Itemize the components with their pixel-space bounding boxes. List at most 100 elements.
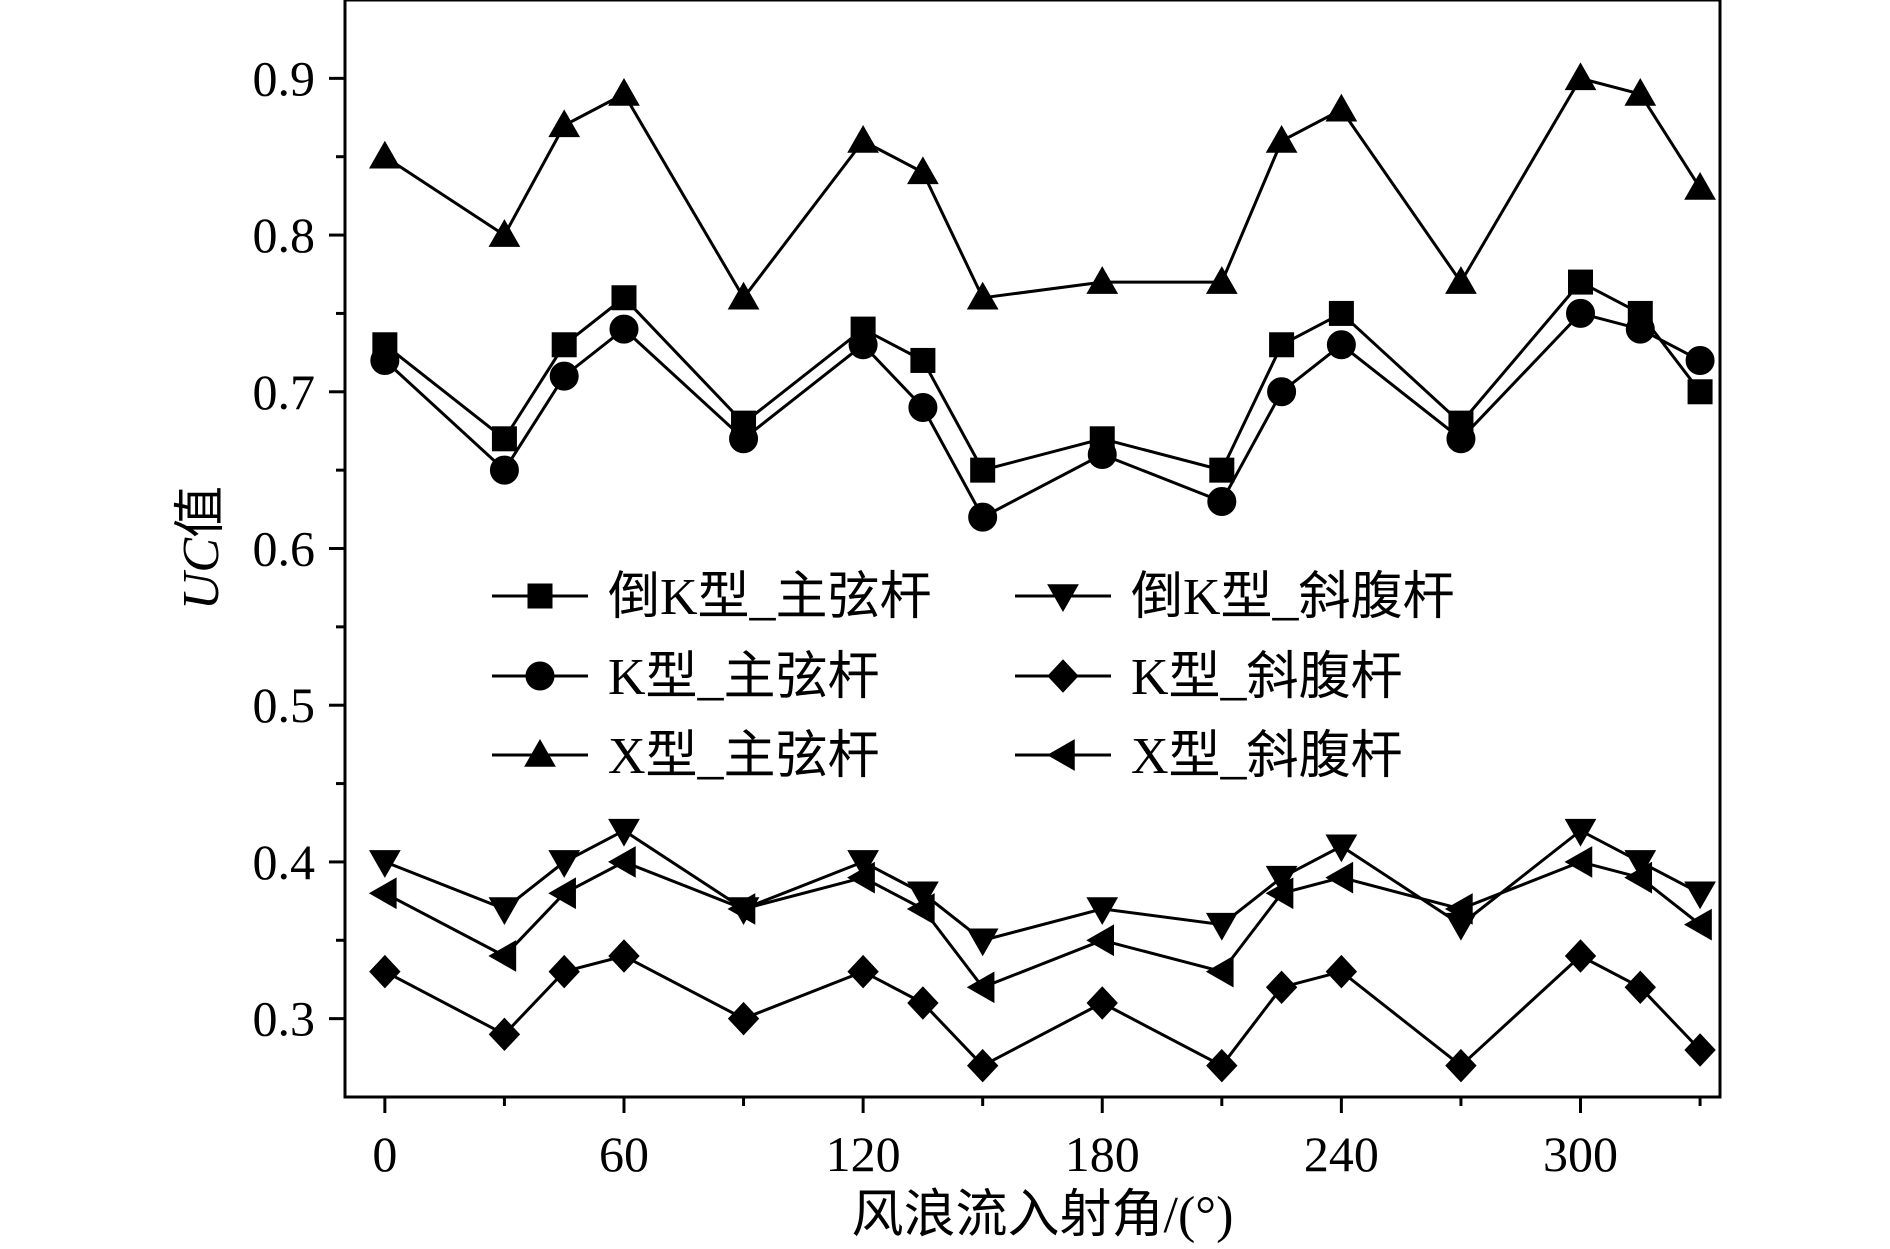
y-tick-label: 0.5 (253, 677, 316, 733)
data-point (369, 954, 401, 989)
data-point (968, 502, 998, 532)
data-point (1326, 330, 1356, 360)
data-point (727, 281, 760, 310)
legend-marker (524, 738, 556, 767)
data-point (488, 1017, 521, 1052)
legend-item: K型_主弦杆 (492, 649, 880, 706)
data-point (491, 426, 517, 452)
data-point (1205, 955, 1234, 988)
y-tick-label: 0.4 (253, 834, 316, 890)
x-tick-label: 0 (372, 1126, 397, 1182)
data-point (1206, 1048, 1238, 1083)
data-point (1568, 269, 1594, 295)
data-point (907, 156, 939, 185)
data-point (847, 850, 879, 878)
series-group (370, 298, 1715, 532)
data-point (848, 330, 878, 360)
legend-marker (1047, 659, 1079, 693)
axis-ticks: 0 60 120 180 240 300 0.3 0.4 0.5 0.6 0.7 0.8 0.9 (253, 50, 1702, 1182)
data-point (1269, 332, 1295, 358)
series-layer (368, 62, 1716, 1083)
data-point (847, 954, 879, 989)
series-line (384, 860, 1702, 990)
series-line (384, 954, 1702, 1068)
data-point (1624, 861, 1653, 894)
data-point (1325, 861, 1354, 894)
data-point (370, 345, 400, 375)
y-tick-label: 0.6 (253, 521, 316, 577)
data-point (1205, 266, 1238, 294)
plot-frame (343, 0, 1722, 1099)
data-point (729, 424, 759, 454)
data-point (1086, 266, 1119, 294)
data-point (548, 109, 581, 138)
legend-label: 倒K型_主弦杆 (608, 569, 932, 626)
data-point (1445, 266, 1477, 294)
data-point (910, 347, 936, 373)
data-point (1564, 62, 1597, 91)
series-line (383, 280, 1702, 472)
data-point (609, 314, 639, 344)
series-line (384, 828, 1701, 942)
legend-item: 倒K型_主弦杆 (492, 569, 932, 626)
series-group (368, 62, 1716, 310)
data-point (548, 850, 581, 878)
data-point (908, 392, 938, 422)
data-point (549, 361, 579, 391)
data-point (608, 818, 640, 847)
data-point (607, 846, 636, 878)
data-point (1624, 970, 1656, 1005)
data-point (368, 140, 401, 169)
data-point (1087, 439, 1117, 469)
data-point (1086, 897, 1119, 925)
data-point (548, 954, 580, 989)
data-point (1444, 893, 1473, 925)
data-point (1625, 314, 1655, 344)
data-point (1325, 93, 1358, 122)
data-point (551, 332, 577, 358)
legend-marker (1046, 739, 1075, 771)
data-point (907, 881, 939, 910)
data-point (727, 893, 756, 925)
data-point (1564, 846, 1593, 878)
x-axis-label: 风浪流入射角/(°) (852, 1187, 1234, 1244)
data-point (548, 877, 576, 910)
data-point (1684, 1033, 1716, 1067)
legend-item: K型_斜腹杆 (1015, 649, 1403, 706)
data-point (1446, 424, 1476, 454)
y-tick-label: 0.3 (253, 991, 316, 1047)
legend-item: 倒K型_斜腹杆 (1015, 569, 1455, 626)
data-point (1265, 865, 1298, 894)
data-point (608, 939, 640, 973)
data-point (906, 893, 935, 925)
series-line (384, 76, 1702, 301)
data-point (1566, 298, 1596, 328)
data-point (1325, 834, 1358, 863)
data-point (1624, 850, 1657, 878)
series-group (368, 846, 1712, 1004)
data-point (1328, 300, 1354, 326)
data-point (970, 457, 996, 483)
data-point (1684, 908, 1712, 941)
x-tick-label: 180 (1065, 1126, 1140, 1182)
legend-label: 倒K型_斜腹杆 (1131, 569, 1455, 626)
data-point (1086, 924, 1114, 957)
legend-marker (525, 661, 555, 691)
data-point (847, 125, 879, 153)
data-point (368, 877, 397, 910)
data-point (488, 940, 517, 972)
data-point (1267, 377, 1297, 407)
y-axis-label-italic: UC (173, 537, 230, 611)
legend-item: X型_主弦杆 (492, 728, 880, 785)
legend-label: X型_斜腹杆 (1131, 728, 1403, 785)
data-point (1207, 486, 1237, 516)
legend-marker (1047, 584, 1079, 613)
data-point (966, 971, 995, 1004)
data-point (1624, 78, 1657, 106)
data-point (907, 986, 939, 1020)
data-point (1445, 1048, 1477, 1083)
data-point (1564, 939, 1597, 973)
data-point (489, 455, 519, 485)
